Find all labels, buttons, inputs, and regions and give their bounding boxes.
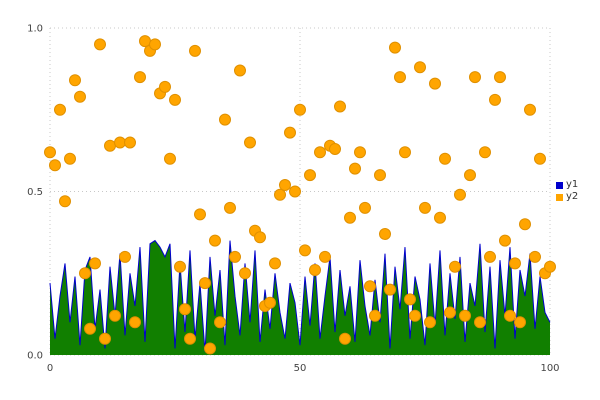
svg-text:50: 50 bbox=[294, 363, 307, 374]
y2-legend-label: y2 bbox=[566, 191, 579, 202]
y1-legend-swatch-icon bbox=[556, 181, 563, 189]
legend-item-y2[interactable]: y2 bbox=[556, 192, 578, 202]
legend-item-y1[interactable]: y1 bbox=[556, 180, 578, 190]
svg-text:1.0: 1.0 bbox=[27, 24, 43, 35]
svg-text:0.0: 0.0 bbox=[27, 351, 43, 362]
y2-legend-swatch-icon bbox=[556, 193, 563, 201]
chart-legend: y1 y2 bbox=[556, 180, 578, 202]
y1-legend-label: y1 bbox=[566, 179, 579, 190]
svg-text:100: 100 bbox=[540, 363, 559, 374]
svg-text:0: 0 bbox=[47, 363, 53, 374]
svg-text:0.5: 0.5 bbox=[27, 187, 43, 198]
